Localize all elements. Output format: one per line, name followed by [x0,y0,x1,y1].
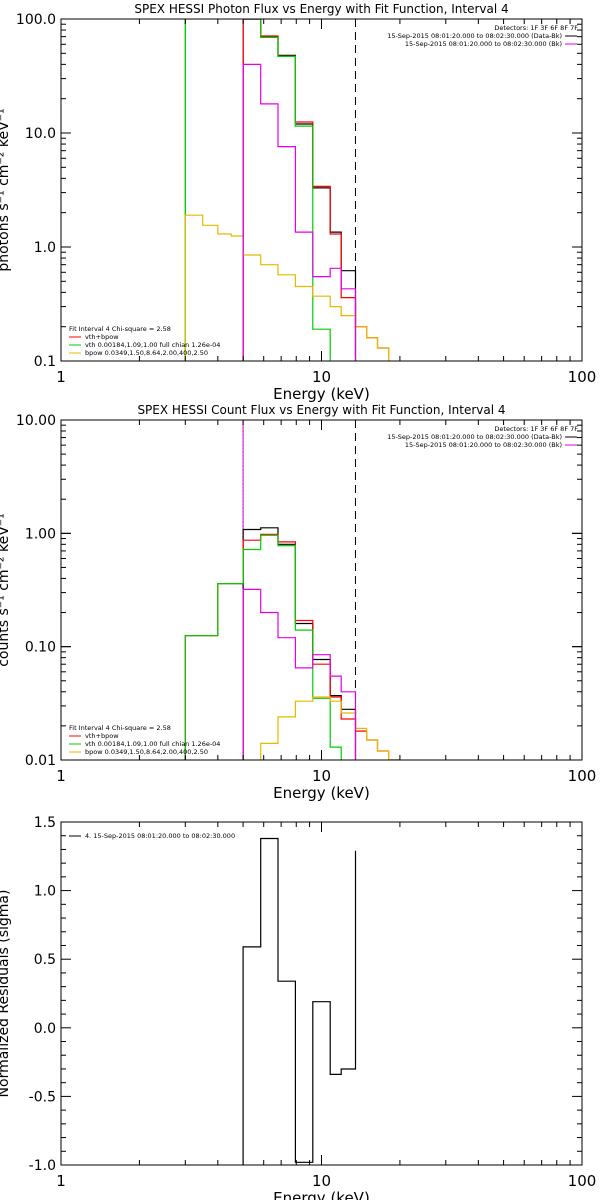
series-curve-0 [242,837,357,1165]
y-axis-label: photons s⁻¹ cm⁻² keV⁻¹ [0,108,12,271]
legend-right-text: Detectors: 1F 3F 6F 8F 7F [494,425,578,433]
plot-frame [60,18,583,362]
series-curve-0 [242,527,357,760]
y-tick-label: 1.0 [34,240,56,256]
legend-right-text: 15-Sep-2015 08:01:20.000 to 08:02:30.000… [405,40,562,48]
x-tick-label: 1 [56,767,66,785]
series-vth-bpow [242,19,390,361]
plot-area [184,420,400,760]
plot-frame [60,821,583,1166]
chart-title: SPEX HESSI Photon Flux vs Energy with Fi… [134,2,508,16]
x-tick-label: 100 [568,368,597,386]
x-tick-label: 10 [312,1172,331,1190]
chart-panel-1: SPEX HESSI Photon Flux vs Energy with Fi… [0,2,597,403]
x-tick-label: 100 [568,1172,597,1190]
y-axis-label: Normalized Residuals (sigma) [0,890,12,1098]
legend-left-text: bpow 0.0349,1.50,8.64,2.00,400,2.50 [85,349,208,357]
legend-left-text: vth+bpow [85,333,119,341]
x-axis-label: Energy (keV) [273,385,370,403]
x-tick-label: 1 [56,368,66,386]
chart-title: SPEX HESSI Count Flux vs Energy with Fit… [137,403,505,417]
chart-panel-3: 1 10 100 Energy (keV) -1.0 -0.5 0.0 0.5 1.0 1.5 No… [0,815,596,1200]
legend-left-text: 4. 15-Sep-2015 08:01:20.000 to 08:02:30.… [85,832,235,840]
x-axis-label: Energy (keV) [273,784,370,802]
legend-left-text: bpow 0.0349,1.50,8.64,2.00,400,2.50 [85,748,208,756]
legend-left-text: Fit Interval 4 Chi-square = 2.58 [69,325,171,333]
y-tick-label: 0.0 [34,1021,56,1037]
y-tick-label: 0.01 [25,753,56,769]
series-bpow [260,696,400,760]
series-vth-bpow [184,533,400,760]
y-tick-label: 0.10 [25,640,56,656]
y-tick-label: 10.0 [25,126,56,142]
series-curve-4 [242,588,357,760]
legend-right-text: Detectors: 1F 3F 6F 8F 7F [494,24,578,32]
chart-panel-2: SPEX HESSI Count Flux vs Energy with Fit… [0,403,596,802]
plot-frame [60,419,583,761]
legend-left-text: Fit Interval 4 Chi-square = 2.58 [69,724,171,732]
y-tick-label: 0.5 [34,952,56,968]
series-curve-4 [242,63,357,361]
y-tick-label: 100.0 [16,12,56,28]
y-tick-label: -1.0 [29,1158,56,1174]
series-curve-0 [242,19,357,361]
legend-left-text: vth 0.00184,1.09,1.00 full chian 1.26e-0… [85,341,220,349]
legend-left-text: vth+bpow [85,732,119,740]
plot-area [242,837,357,1165]
legend-right-text: 15-Sep-2015 08:01:20.000 to 08:02:30.000… [387,32,562,40]
y-axis-label: counts s⁻¹ cm⁻² keV⁻¹ [0,513,12,667]
x-axis-label: Energy (keV) [273,1189,370,1200]
legend-right-text: 15-Sep-2015 08:01:20.000 to 08:02:30.000… [405,441,562,449]
series-vth [184,19,331,361]
series-vth [184,534,342,760]
x-tick-label: 100 [568,767,597,785]
y-tick-label: -0.5 [29,1089,56,1105]
y-tick-label: 1.00 [25,526,56,542]
legend-right-text: 15-Sep-2015 08:01:20.000 to 08:02:30.000… [387,433,562,441]
legend-left-text: vth 0.00184,1.09,1.00 full chian 1.26e-0… [85,740,220,748]
y-tick-label: 10.00 [16,413,56,429]
plot-area [184,19,390,361]
x-tick-label: 10 [312,368,331,386]
x-tick-label: 10 [312,767,331,785]
y-tick-label: 0.1 [34,354,56,370]
x-tick-label: 1 [56,1172,66,1190]
series-bpow [184,214,390,361]
y-tick-label: 1.0 [34,884,56,900]
y-tick-label: 1.5 [34,815,56,831]
